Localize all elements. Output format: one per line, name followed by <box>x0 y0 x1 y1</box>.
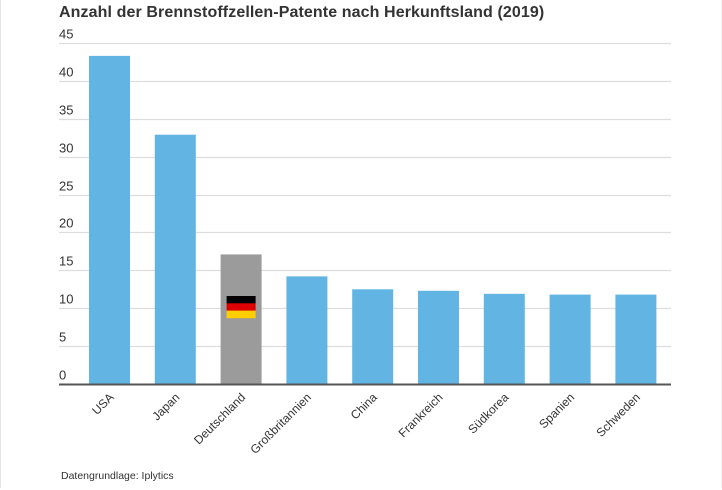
y-tick-label: 25 <box>59 179 73 194</box>
y-axis-ticks: 0 5 10 15 20 25 30 35 40 45 <box>59 27 73 383</box>
bars <box>89 55 657 384</box>
y-tick-label: 0 <box>59 368 66 383</box>
bar <box>154 134 196 384</box>
x-tick-label: China <box>348 390 380 422</box>
german-flag-icon-stripe <box>226 310 256 319</box>
bar-highlighted <box>220 254 262 384</box>
y-tick-label: 10 <box>59 292 73 307</box>
german-flag-icon-stripe <box>226 303 256 311</box>
y-tick-label: 40 <box>59 65 73 80</box>
chart-title: Anzahl der Brennstoffzellen-Patente nach… <box>59 4 545 21</box>
y-tick-label: 45 <box>59 27 73 42</box>
x-tick-label: Schweden <box>593 390 643 440</box>
bar <box>286 276 328 384</box>
y-tick-label: 5 <box>59 330 66 345</box>
x-tick-label: Japan <box>149 390 182 423</box>
bar <box>89 55 130 384</box>
y-tick-label: 15 <box>59 254 73 269</box>
bar <box>549 294 591 384</box>
x-tick-label: Spanien <box>536 390 577 431</box>
x-tick-label: USA <box>89 390 116 417</box>
y-tick-label: 35 <box>59 103 73 118</box>
y-tick-label: 30 <box>59 141 73 156</box>
bar <box>352 289 394 384</box>
bar <box>418 290 459 384</box>
bar <box>615 294 657 384</box>
source-note: Datengrundlage: Iplytics <box>61 470 174 482</box>
bar <box>483 293 525 384</box>
x-tick-label: Südkorea <box>465 390 511 436</box>
y-tick-label: 20 <box>59 216 73 231</box>
x-tick-label: Frankreich <box>396 390 446 440</box>
x-axis-labels: USA Japan Deutschland Großbritannien China Fr… <box>89 390 643 457</box>
x-tick-label: Großbritannien <box>248 390 315 457</box>
x-tick-label: Deutschland <box>191 390 248 447</box>
german-flag-icon-stripe <box>226 296 256 304</box>
